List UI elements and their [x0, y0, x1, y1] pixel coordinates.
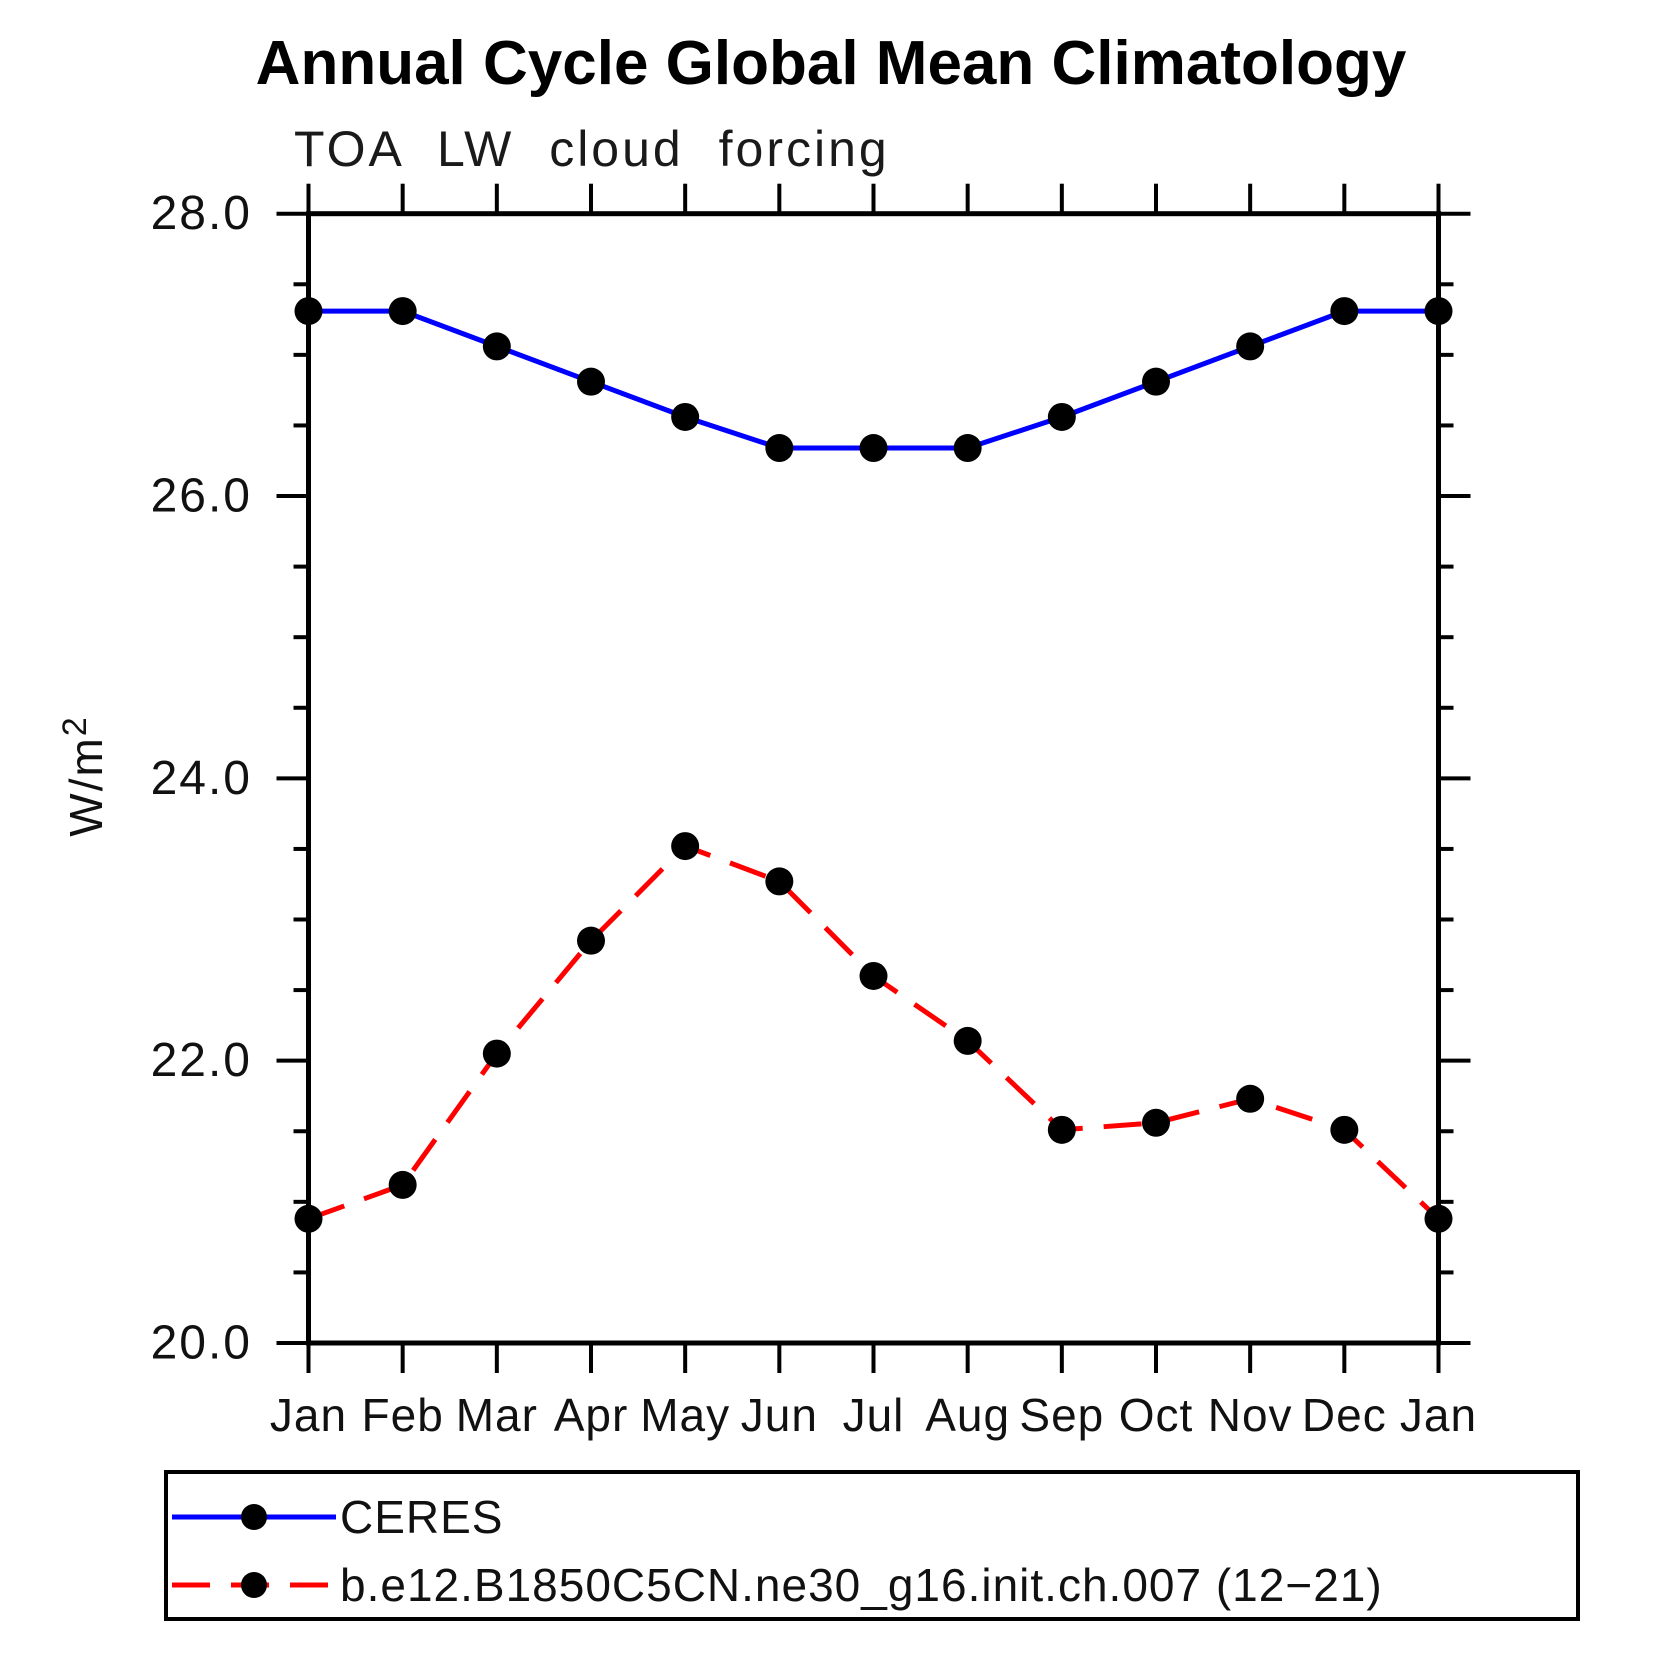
data-point-marker — [388, 1170, 417, 1199]
x-tick-label: Feb — [362, 1389, 444, 1441]
data-point-marker — [1330, 297, 1359, 326]
x-tick-label: Jul — [843, 1389, 905, 1441]
x-tick-label: Aug — [925, 1389, 1010, 1441]
data-point-marker — [859, 961, 888, 990]
axis-frame — [306, 211, 1441, 1346]
data-point-marker — [953, 434, 982, 463]
legend: CERES b.e12.B1850C5CN.ne30_g16.init.ch.0… — [164, 1470, 1580, 1621]
data-point-marker — [671, 402, 700, 431]
data-point-marker — [1424, 1204, 1453, 1233]
x-tick-label: Jan — [270, 1389, 347, 1441]
legend-sample-marker — [241, 1504, 267, 1530]
data-point-marker — [577, 926, 605, 955]
legend-label-model: b.e12.B1850C5CN.ne30_g16.init.ch.007 (12… — [340, 1559, 1383, 1611]
data-point-marker — [577, 367, 605, 396]
data-point-marker — [1330, 1115, 1359, 1144]
data-point-marker — [859, 434, 888, 463]
x-tick-label: Dec — [1302, 1389, 1387, 1441]
y-tick-label: 28.0 — [151, 187, 252, 240]
legend-sample-marker — [241, 1572, 267, 1598]
y-tick-label: 26.0 — [151, 470, 252, 523]
data-point-marker — [294, 297, 323, 326]
x-tick-label: Sep — [1019, 1389, 1104, 1441]
x-tick-label: Jun — [741, 1389, 818, 1441]
legend-samples — [172, 1504, 336, 1598]
data-point-marker — [482, 332, 511, 361]
legend-label-ceres: CERES — [340, 1491, 503, 1543]
data-point-marker — [953, 1026, 982, 1055]
y-axis-label-superscript: 2 — [56, 715, 94, 736]
data-point-marker — [1236, 1084, 1265, 1113]
y-tick-label: 22.0 — [151, 1034, 252, 1087]
data-point-marker — [1236, 332, 1265, 361]
data-point-marker — [1424, 297, 1453, 326]
series-line-model — [307, 843, 1441, 1222]
chart-subtitle: TOA LW cloud forcing — [294, 121, 890, 177]
plot-area: 20.0 22.0 24.0 26.0 28.0 Jan Feb Mar Apr May Jun Ju… — [151, 183, 1477, 1441]
data-point-marker — [1047, 402, 1076, 431]
data-point-marker — [388, 297, 417, 326]
x-tick-label: May — [640, 1389, 730, 1441]
data-point-marker — [1142, 367, 1170, 396]
y-axis-label-base: W/m — [60, 736, 112, 837]
data-point-marker — [294, 1204, 323, 1233]
y-tick-label: 20.0 — [151, 1317, 252, 1370]
series-line-ceres — [308, 308, 1439, 451]
data-point-marker — [1142, 1108, 1170, 1137]
x-tick-label: Oct — [1119, 1389, 1194, 1441]
x-tick-label: Jan — [1400, 1389, 1477, 1441]
y-axis-label: W/m2 — [56, 715, 112, 836]
data-point-marker — [765, 434, 794, 463]
data-point-marker — [765, 867, 794, 896]
x-tick-label: Apr — [554, 1389, 629, 1441]
y-tick-label: 24.0 — [151, 752, 252, 805]
legend-box — [164, 1470, 1580, 1621]
data-point-marker — [1047, 1115, 1076, 1144]
data-point-marker — [671, 832, 700, 861]
data-point-marker — [482, 1039, 511, 1068]
x-tick-label: Nov — [1208, 1389, 1293, 1441]
x-tick-label: Mar — [456, 1389, 538, 1441]
chart-title: Annual Cycle Global Mean Climatology — [256, 29, 1407, 98]
